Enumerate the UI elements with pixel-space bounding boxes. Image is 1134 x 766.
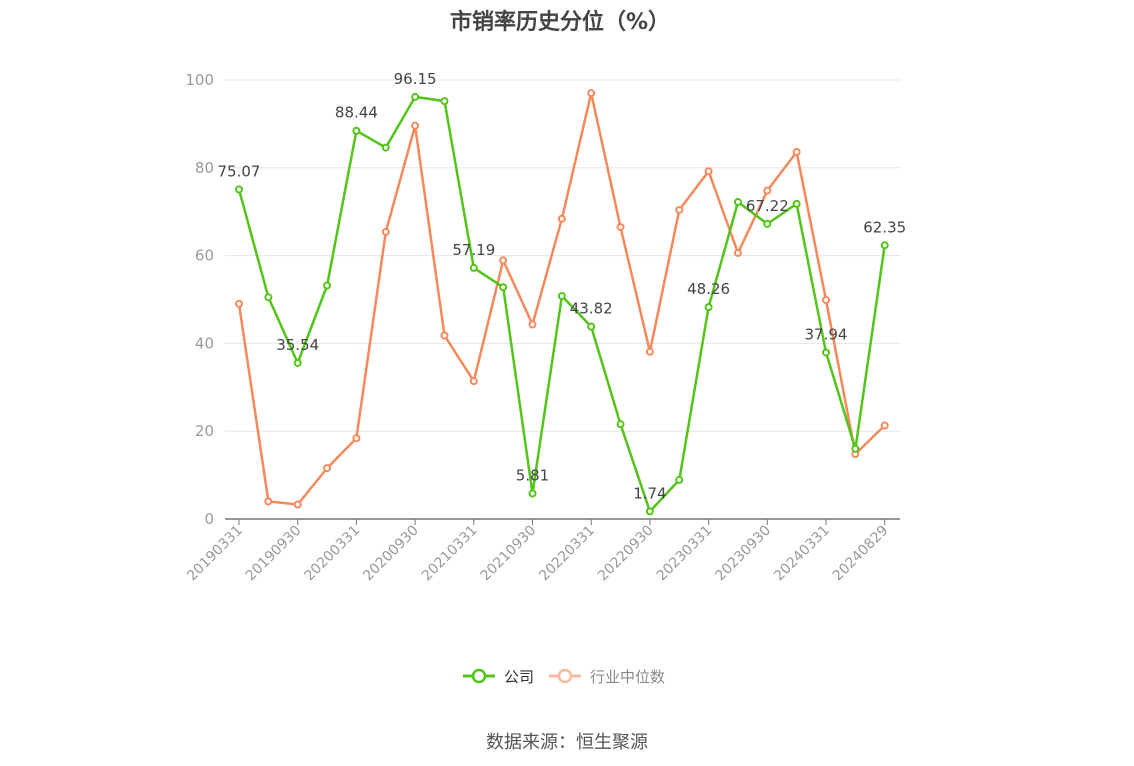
data-label: 48.26 [687, 280, 730, 298]
legend: 公司 行业中位数 [462, 664, 665, 688]
data-label: 35.54 [276, 336, 319, 354]
data-point-company [733, 198, 742, 207]
data-point-company [616, 420, 625, 429]
data-point-industry [264, 497, 273, 506]
data-point-industry [411, 121, 420, 130]
data-label: 5.81 [516, 466, 549, 484]
y-tick-label: 0 [204, 510, 214, 528]
legend-industry-label: 行业中位数 [590, 667, 666, 686]
data-point-company [851, 444, 860, 453]
legend-company-label: 公司 [504, 667, 535, 686]
x-tick-label: 20220331 [536, 523, 598, 585]
data-point-industry [880, 421, 889, 430]
data-point-company [704, 303, 713, 312]
x-tick-label: 20190331 [184, 523, 246, 585]
data-point-industry [763, 186, 772, 195]
grid-layer [225, 79, 900, 432]
y-tick-label: 60 [195, 247, 214, 265]
data-point-company [235, 185, 243, 194]
label-layer: 75.07 35.54 88.44 96.15 57.19 5.81 43.82 1.74 48… [218, 70, 907, 502]
data-label: 67.22 [746, 197, 789, 215]
data-label: 88.44 [335, 104, 378, 122]
x-tick-label: 20200930 [360, 523, 422, 585]
legend-industry-icon [549, 668, 582, 684]
data-point-industry [469, 377, 478, 386]
data-point-company [557, 291, 566, 300]
data-point-company [675, 475, 684, 484]
data-label: 37.94 [805, 325, 848, 343]
data-point-company [411, 92, 420, 101]
data-point-industry [352, 434, 361, 443]
data-point-company [381, 143, 390, 152]
data-point-industry [440, 331, 449, 340]
data-point-industry [323, 464, 332, 473]
data-point-industry [293, 500, 302, 509]
x-tick-label: 20230930 [712, 523, 774, 585]
data-label: 57.19 [452, 241, 495, 259]
data-point-industry [381, 227, 390, 236]
data-point-company [323, 281, 332, 290]
series-line-company [237, 95, 886, 513]
data-point-company [293, 358, 302, 367]
data-point-industry [235, 299, 243, 308]
data-point-company [528, 489, 537, 498]
x-tick-label: 20210331 [419, 523, 481, 585]
data-point-company [469, 263, 478, 272]
data-point-industry [499, 256, 508, 265]
data-point-industry [704, 167, 713, 176]
x-tick-label: 20240331 [771, 523, 833, 585]
x-tick-label: 20220930 [595, 523, 657, 585]
data-point-industry [587, 89, 596, 98]
data-point-industry [645, 347, 654, 356]
data-point-industry [557, 214, 566, 223]
axis-layer: 0 20 40 60 80 100 2019033120190930202003312020… [184, 71, 900, 584]
data-label: 62.35 [863, 218, 906, 236]
chart-title: 市销率历史分位（%） [449, 10, 671, 35]
data-point-industry [528, 320, 537, 329]
y-tick-label: 40 [195, 334, 214, 352]
data-point-company [352, 126, 361, 135]
data-point-industry [616, 223, 625, 232]
data-label: 1.74 [633, 484, 666, 502]
y-tick-label: 20 [195, 422, 214, 440]
data-point-company [587, 322, 596, 331]
data-point-industry [792, 147, 801, 156]
data-point-company [499, 283, 508, 292]
x-tick-label: 20210930 [478, 523, 540, 585]
data-label: 75.07 [218, 162, 261, 180]
data-point-company [440, 97, 449, 106]
legend-company-icon [463, 668, 495, 684]
data-point-company [645, 507, 654, 516]
legend-item-company[interactable]: 公司 [462, 666, 534, 687]
line-chart: 0 20 40 60 80 100 2019033120190930202003312020… [184, 70, 907, 584]
x-tick-label: 20230331 [654, 523, 716, 585]
data-source: 数据来源：恒生聚源 [486, 732, 648, 753]
x-tick-label: 20190930 [243, 523, 305, 585]
data-label: 96.15 [394, 70, 437, 88]
x-tick-label: 20240829 [830, 523, 892, 585]
data-point-industry [675, 205, 684, 214]
y-tick-label: 100 [185, 71, 214, 89]
data-point-industry [733, 248, 742, 257]
y-tick-label: 80 [195, 159, 214, 177]
x-tick-label: 20200331 [302, 523, 364, 585]
data-point-company [792, 199, 801, 208]
data-point-company [264, 293, 273, 302]
data-label: 43.82 [570, 300, 613, 318]
data-point-industry [822, 295, 830, 304]
data-point-company [822, 348, 830, 357]
series-layer [235, 89, 889, 516]
data-point-company [763, 219, 772, 228]
data-point-company [880, 241, 889, 250]
legend-item-industry[interactable]: 行业中位数 [548, 666, 665, 687]
